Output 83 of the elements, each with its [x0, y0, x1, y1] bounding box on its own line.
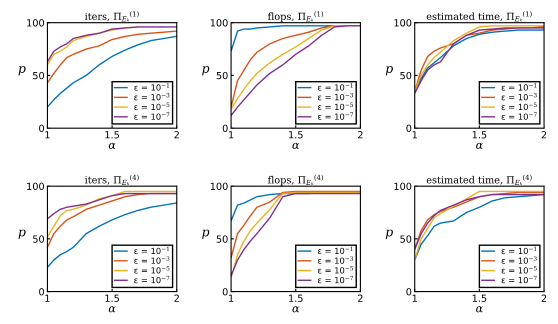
legend-label: ε = 10$^{−5}$ [502, 102, 537, 110]
x-tick-label: 2 [174, 294, 179, 302]
y-axis-title: p [18, 230, 26, 239]
legend-label: ε = 10$^{−3}$ [134, 92, 170, 100]
x-axis-title: α [292, 142, 300, 149]
legend-label: ε = 10$^{−5}$ [318, 266, 354, 274]
x-tick-label: 1 [45, 294, 50, 302]
x-tick-label: 1.5 [289, 294, 303, 302]
x-tick-label: 2 [174, 131, 179, 138]
x-tick-label: 1.5 [472, 294, 486, 302]
y-axis-title: p [386, 230, 393, 239]
x-axis-title: α [108, 306, 116, 312]
chart-title: flops, Π$_{Eₖ}$$^{(4)}$ [268, 174, 324, 186]
x-tick-label: 2 [358, 294, 363, 302]
x-tick-label: 1 [412, 131, 417, 138]
legend-label: ε = 10$^{−3}$ [318, 92, 354, 100]
y-tick-label: 50 [400, 235, 412, 243]
x-tick-label: 2 [542, 294, 546, 302]
y-tick-label: 0 [222, 124, 228, 132]
y-tick-label: 0 [39, 288, 44, 296]
legend-label: ε = 10$^{−7}$ [502, 276, 537, 284]
x-tick-label: 2 [542, 131, 546, 138]
x-tick-label: 1.5 [105, 294, 119, 302]
y-axis-title: p [202, 66, 210, 76]
line-series [47, 30, 177, 84]
legend-label: ε = 10$^{−3}$ [134, 256, 170, 264]
y-tick-label: 50 [216, 235, 228, 243]
y-tick-label: 100 [210, 19, 228, 27]
legend-label: ε = 10$^{−7}$ [134, 276, 170, 284]
x-tick-label: 2 [358, 131, 363, 138]
legend-label: ε = 10$^{−7}$ [134, 112, 170, 120]
chart-title: iters, Π$_{Eₖ}$$^{(1)}$ [84, 11, 139, 22]
line-series [47, 190, 177, 238]
legend-label: ε = 10$^{−5}$ [134, 266, 170, 274]
x-tick-label: 1 [229, 294, 234, 302]
y-tick-label: 100 [394, 19, 412, 27]
line-series [47, 192, 177, 220]
y-tick-label: 50 [33, 72, 44, 80]
y-tick-label: 0 [406, 124, 412, 132]
line-series [47, 202, 177, 268]
x-axis-title: α [292, 306, 300, 312]
x-tick-label: 1 [412, 294, 417, 302]
chart-title: flops, Π$_{Eₖ}$$^{(1)}$ [268, 11, 324, 22]
y-tick-label: 0 [222, 288, 228, 296]
chart-title: estimated time, Π$_{Eₖ}$$^{(4)}$ [426, 174, 532, 185]
legend-label: ε = 10$^{−7}$ [318, 112, 354, 120]
y-tick-label: 50 [33, 235, 44, 243]
chart-title: iters, Π$_{Eₖ}$$^{(4)}$ [84, 174, 139, 185]
legend-label: ε = 10$^{−3}$ [502, 92, 537, 100]
x-tick-label: 1 [45, 131, 50, 138]
legend-label: ε = 10$^{−1}$ [134, 83, 169, 91]
x-tick-label: 1.5 [105, 131, 119, 138]
legend-label: ε = 10$^{−1}$ [502, 246, 536, 254]
legend-label: ε = 10$^{−3}$ [502, 256, 537, 264]
y-tick-label: 100 [27, 182, 44, 190]
y-axis-title: p [386, 66, 393, 76]
x-axis-title: α [108, 142, 116, 149]
legend-label: ε = 10$^{−5}$ [502, 266, 537, 274]
legend-label: ε = 10$^{−7}$ [502, 112, 537, 120]
legend-label: ε = 10$^{−1}$ [134, 246, 169, 254]
y-tick-label: 0 [406, 288, 412, 296]
y-tick-label: 100 [27, 19, 44, 27]
y-tick-label: 50 [400, 72, 412, 80]
line-series [47, 26, 177, 62]
legend-label: ε = 10$^{−7}$ [318, 276, 354, 284]
x-axis-title: α [476, 142, 483, 149]
legend-label: ε = 10$^{−1}$ [318, 83, 353, 91]
x-tick-label: 1.5 [289, 131, 303, 138]
legend-label: ε = 10$^{−5}$ [318, 102, 354, 110]
x-tick-label: 1.5 [472, 131, 486, 138]
chart-title: estimated time, Π$_{Eₖ}$$^{(1)}$ [426, 11, 532, 22]
legend-label: ε = 10$^{−1}$ [318, 246, 353, 254]
legend-label: ε = 10$^{−5}$ [134, 102, 170, 110]
legend-label: ε = 10$^{−3}$ [318, 256, 354, 264]
y-axis-title: p [18, 66, 26, 76]
legend-label: ε = 10$^{−1}$ [502, 83, 536, 91]
x-tick-label: 1 [229, 131, 234, 138]
y-tick-label: 0 [39, 124, 44, 132]
x-axis-title: α [476, 306, 483, 312]
y-tick-label: 50 [216, 72, 228, 80]
y-tick-label: 100 [394, 182, 412, 190]
y-axis-title: p [202, 230, 210, 239]
y-tick-label: 100 [210, 182, 228, 190]
